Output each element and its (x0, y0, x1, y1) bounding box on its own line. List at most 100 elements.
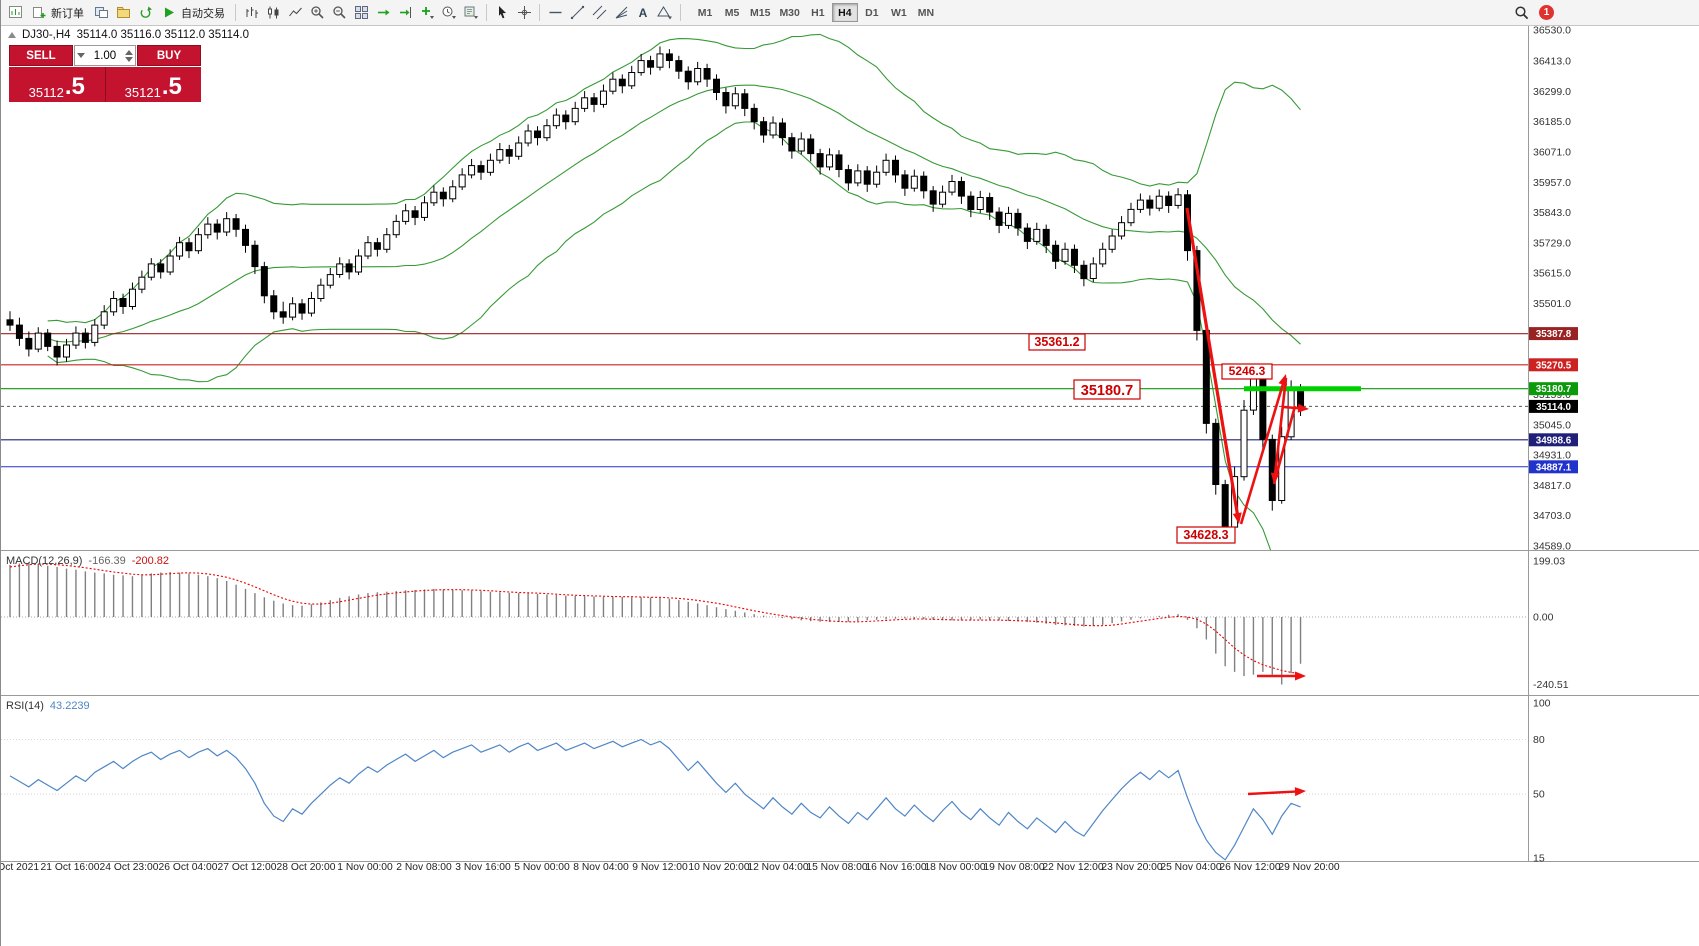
zoom-in-icon[interactable] (307, 3, 327, 23)
cursor-icon[interactable] (492, 3, 512, 23)
text-tool-icon[interactable]: A (638, 5, 648, 20)
macd-value-2: -200.82 (131, 555, 170, 567)
timeframe-m1-button[interactable]: M1 (692, 3, 718, 22)
trendline-tool-icon[interactable] (567, 3, 587, 23)
svg-text:34628.3: 34628.3 (1183, 528, 1228, 542)
svg-text:15 Nov 08:00: 15 Nov 08:00 (806, 862, 868, 873)
timeframe-h4-button[interactable]: H4 (831, 3, 858, 22)
timeframe-m30-button[interactable]: M30 (775, 3, 803, 22)
svg-text:35114.0: 35114.0 (1536, 402, 1571, 413)
timeframe-mn-button[interactable]: MN (913, 3, 939, 22)
svg-text:19 Nov 08:00: 19 Nov 08:00 (983, 862, 1045, 873)
svg-text:16 Nov 16:00: 16 Nov 16:00 (865, 862, 927, 873)
search-icon[interactable] (1512, 3, 1532, 23)
svg-text:15: 15 (1533, 853, 1545, 865)
svg-text:35615.0: 35615.0 (1533, 268, 1571, 280)
charts-grid-icon[interactable] (91, 3, 111, 23)
svg-text:36185.0: 36185.0 (1533, 116, 1571, 128)
collapse-triangle-icon[interactable] (8, 32, 16, 38)
svg-text:199.03: 199.03 (1533, 555, 1565, 567)
crosshair-icon[interactable] (514, 3, 534, 23)
profiles-icon[interactable] (113, 3, 133, 23)
macd-name-label: MACD(12,26,9) (6, 555, 83, 567)
bar-chart-icon[interactable] (241, 3, 261, 23)
svg-text:23 Nov 20:00: 23 Nov 20:00 (1101, 862, 1163, 873)
price-annotation-box[interactable] (1221, 363, 1273, 380)
sell-price[interactable]: 35112 .5 (9, 67, 105, 102)
svg-text:35957.0: 35957.0 (1533, 177, 1571, 189)
svg-text:36071.0: 36071.0 (1533, 147, 1571, 159)
periods-clock-icon[interactable] (439, 3, 459, 23)
notification-badge[interactable]: 1 (1539, 5, 1554, 20)
channel-tool-icon[interactable] (589, 3, 609, 23)
price-annotation-box[interactable] (1073, 379, 1141, 400)
toolbar-separator (235, 4, 236, 21)
indicators-icon[interactable] (417, 3, 437, 23)
rsi-legend: RSI(14) 43.2239 (6, 700, 90, 712)
buy-price[interactable]: 35121 .5 (105, 67, 201, 102)
refresh-icon[interactable] (135, 3, 155, 23)
svg-text:34817.0: 34817.0 (1533, 480, 1571, 492)
autotrade-button[interactable]: 自动交易 (157, 4, 230, 22)
toolbar-separator (680, 4, 681, 21)
svg-text:34589.0: 34589.0 (1533, 541, 1571, 553)
price-annotation-box[interactable] (1028, 333, 1086, 351)
toolbar-right-group: 1 (1512, 3, 1554, 23)
chart-window-icon[interactable] (5, 3, 25, 23)
templates-icon[interactable] (461, 3, 481, 23)
timeframe-m15-button[interactable]: M15 (746, 3, 774, 22)
macd-legend: MACD(12,26,9) -166.39 -200.82 (6, 555, 169, 567)
svg-text:0.00: 0.00 (1533, 612, 1554, 624)
horizontal-line-tool-icon[interactable] (545, 3, 565, 23)
macd-value-1: -166.39 (88, 555, 126, 567)
svg-text:5246.3: 5246.3 (1229, 364, 1266, 378)
line-chart-icon[interactable] (285, 3, 305, 23)
svg-text:50: 50 (1533, 789, 1545, 801)
tile-windows-icon[interactable] (351, 3, 371, 23)
timeframe-d1-button[interactable]: D1 (859, 3, 885, 22)
axis-price-label (1529, 460, 1578, 474)
lot-spinner[interactable] (125, 49, 133, 62)
lot-size-field[interactable] (74, 45, 136, 66)
buy-button[interactable]: BUY (137, 45, 201, 66)
svg-text:22 Nov 12:00: 22 Nov 12:00 (1042, 862, 1104, 873)
rsi-name-label: RSI(14) (6, 700, 44, 712)
axis-price-label (1529, 399, 1578, 413)
trend-arrowhead (1297, 403, 1309, 413)
timeframe-h1-button[interactable]: H1 (805, 3, 831, 22)
price-annotation-box[interactable] (1176, 526, 1236, 544)
lot-increase-icon[interactable] (125, 49, 133, 55)
buy-price-main: 35121 (124, 85, 161, 100)
fibonacci-tool-icon[interactable] (611, 3, 631, 23)
svg-text:25 Nov 04:00: 25 Nov 04:00 (1160, 862, 1222, 873)
svg-text:36413.0: 36413.0 (1533, 56, 1571, 68)
zoom-out-icon[interactable] (329, 3, 349, 23)
axis-price-label (1529, 327, 1578, 341)
svg-text:36299.0: 36299.0 (1533, 86, 1571, 98)
svg-text:34988.6: 34988.6 (1536, 435, 1572, 446)
svg-text:21 Oct 16:00: 21 Oct 16:00 (41, 862, 100, 873)
shapes-tool-icon[interactable] (655, 3, 675, 23)
svg-text:34931.0: 34931.0 (1533, 450, 1571, 462)
svg-text:35843.0: 35843.0 (1533, 207, 1571, 219)
auto-scroll-icon[interactable] (373, 3, 393, 23)
chart-shift-icon[interactable] (395, 3, 415, 23)
timeframe-m5-button[interactable]: M5 (719, 3, 745, 22)
svg-text:1 Nov 00:00: 1 Nov 00:00 (337, 862, 393, 873)
svg-text:20 Oct 2021: 20 Oct 2021 (1, 862, 39, 873)
bollinger-upper-band (47, 33, 1301, 324)
lot-size-input[interactable] (87, 49, 123, 62)
candlestick-chart-icon[interactable] (263, 3, 283, 23)
chart-legend: DJ30-,H4 35114.0 35116.0 35112.0 35114.0 (8, 29, 249, 41)
svg-text:35270.5: 35270.5 (1536, 360, 1572, 371)
timeframe-w1-button[interactable]: W1 (886, 3, 912, 22)
lot-decrease-icon[interactable] (125, 56, 133, 62)
sell-button[interactable]: SELL (9, 45, 73, 66)
one-click-trading-widget: SELL BUY 35112 .5 35121 .5 (9, 45, 201, 102)
lot-dropdown-icon[interactable] (77, 53, 85, 58)
new-order-button[interactable]: 新订单 (27, 4, 89, 22)
bollinger-lower-band (47, 121, 1272, 550)
axis-price-label (1529, 433, 1578, 447)
svg-text:2 Nov 08:00: 2 Nov 08:00 (396, 862, 452, 873)
